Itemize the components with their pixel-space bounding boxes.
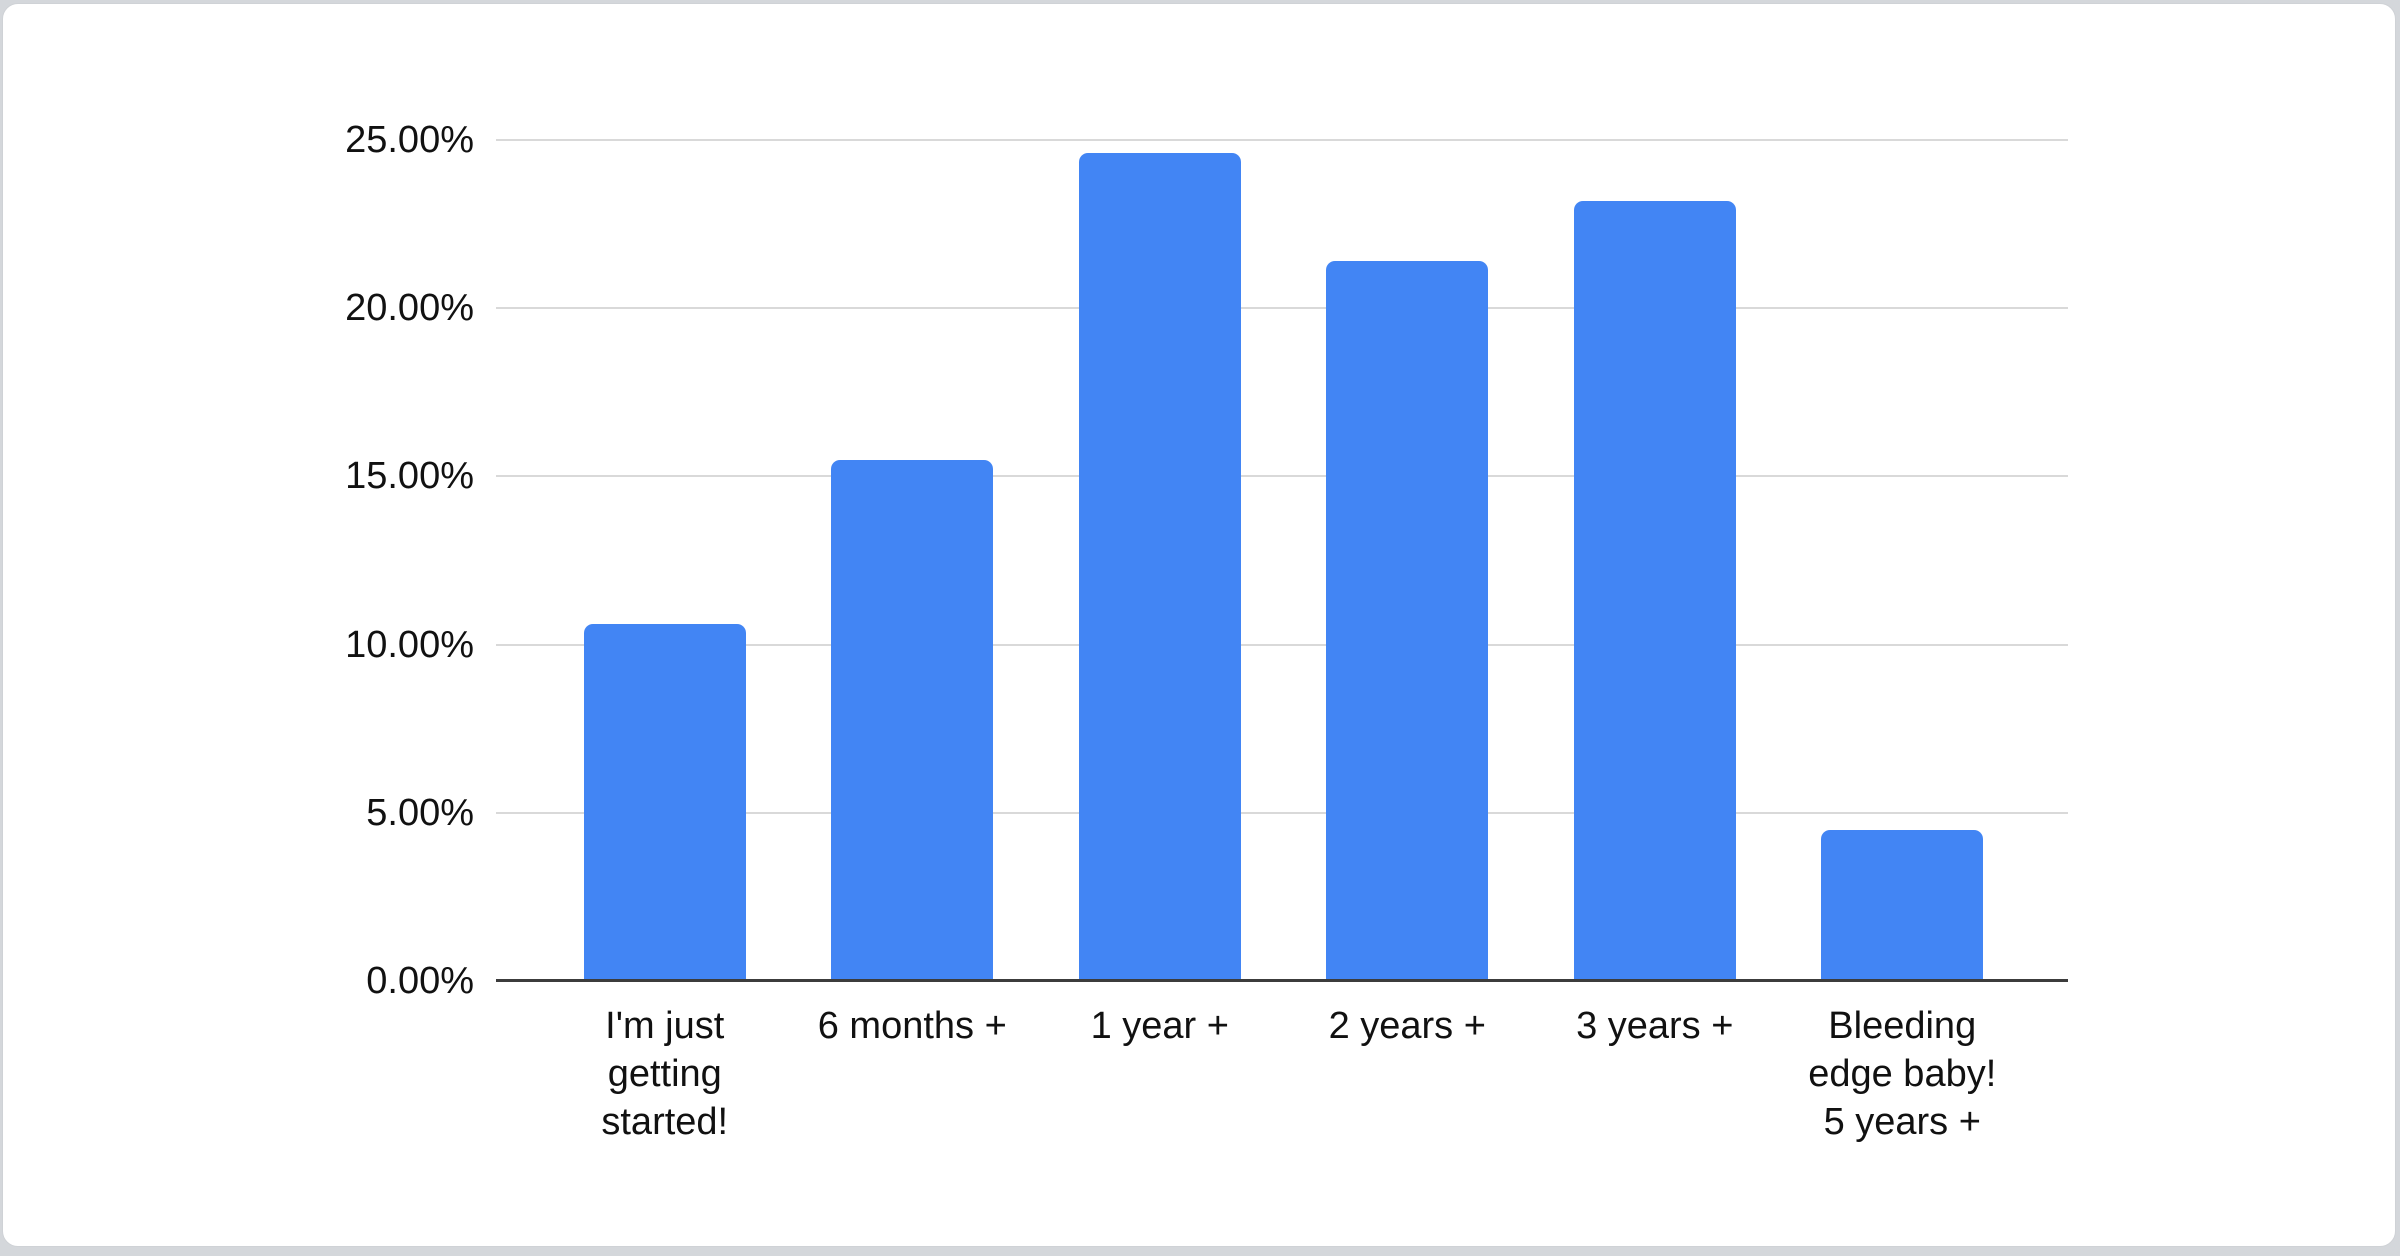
- bar-group-2-years: [1284, 140, 1532, 981]
- x-axis-label-line: I'm just: [605, 1005, 725, 1047]
- x-axis-category-label: 6 months +: [789, 1002, 1037, 1146]
- y-axis-tick-label: 20.00%: [345, 287, 474, 330]
- x-axis-label-line: getting: [607, 1053, 722, 1095]
- x-axis-label-line: started!: [601, 1101, 729, 1143]
- bar-2-years: [1326, 261, 1489, 981]
- bar-group-bleeding-edge-baby-5-years: [1779, 140, 2027, 981]
- x-axis-label-line: 1 year +: [1090, 1005, 1229, 1047]
- gridline-25-percent: [496, 139, 2068, 141]
- chart-card: 25.00% 20.00% 15.00% 10.00% 5.00% 0.00% I'm j…: [2, 3, 2396, 1247]
- gridline-15-percent: [496, 475, 2068, 478]
- x-axis-label-line: edge baby!: [1808, 1053, 1997, 1095]
- bar-i-m-just-getting-started: [583, 624, 746, 981]
- x-axis-labels: I'm just getting started! 6 months + 1 year …: [541, 1002, 2026, 1146]
- gridline-10-percent: [496, 643, 2068, 646]
- bars-container: [541, 140, 2026, 981]
- bar-3-years: [1573, 200, 1736, 981]
- x-axis-category-label: 3 years +: [1531, 1002, 1779, 1146]
- bar-group-3-years: [1531, 140, 1779, 981]
- x-axis-label-line: Bleeding: [1828, 1005, 1977, 1047]
- bar-group-6-months: [789, 140, 1037, 981]
- y-axis-labels: 25.00% 20.00% 15.00% 10.00% 5.00% 0.00%: [3, 4, 474, 1246]
- x-axis-category-label: I'm just getting started!: [541, 1002, 789, 1146]
- x-axis-category-label: Bleeding edge baby! 5 years +: [1779, 1002, 2027, 1146]
- y-axis-tick-label: 15.00%: [345, 455, 474, 498]
- x-axis-category-label: 1 year +: [1036, 1002, 1284, 1146]
- bar-group-i-m-just-getting-started: [541, 140, 789, 981]
- x-axis-label-line: 3 years +: [1576, 1005, 1734, 1047]
- x-axis-label-line: 6 months +: [817, 1005, 1007, 1047]
- bar-6-months: [831, 459, 994, 981]
- x-axis-line: [496, 979, 2068, 982]
- x-axis-label-line: 5 years +: [1823, 1101, 1981, 1143]
- bar-1-year: [1078, 153, 1241, 981]
- gridline-20-percent: [496, 307, 2068, 310]
- plot-area: [496, 139, 2068, 982]
- y-axis-tick-label: 5.00%: [366, 791, 474, 834]
- y-axis-tick-label: 25.00%: [345, 119, 474, 161]
- x-axis-category-label: 2 years +: [1284, 1002, 1532, 1146]
- gridline-5-percent: [496, 811, 2068, 814]
- bar-bleeding-edge-baby-5-years: [1821, 829, 1984, 981]
- y-axis-tick-label: 10.00%: [345, 623, 474, 666]
- y-axis-tick-label: 0.00%: [366, 960, 474, 1002]
- x-axis-label-line: 2 years +: [1328, 1005, 1486, 1047]
- bar-group-1-year: [1036, 140, 1284, 981]
